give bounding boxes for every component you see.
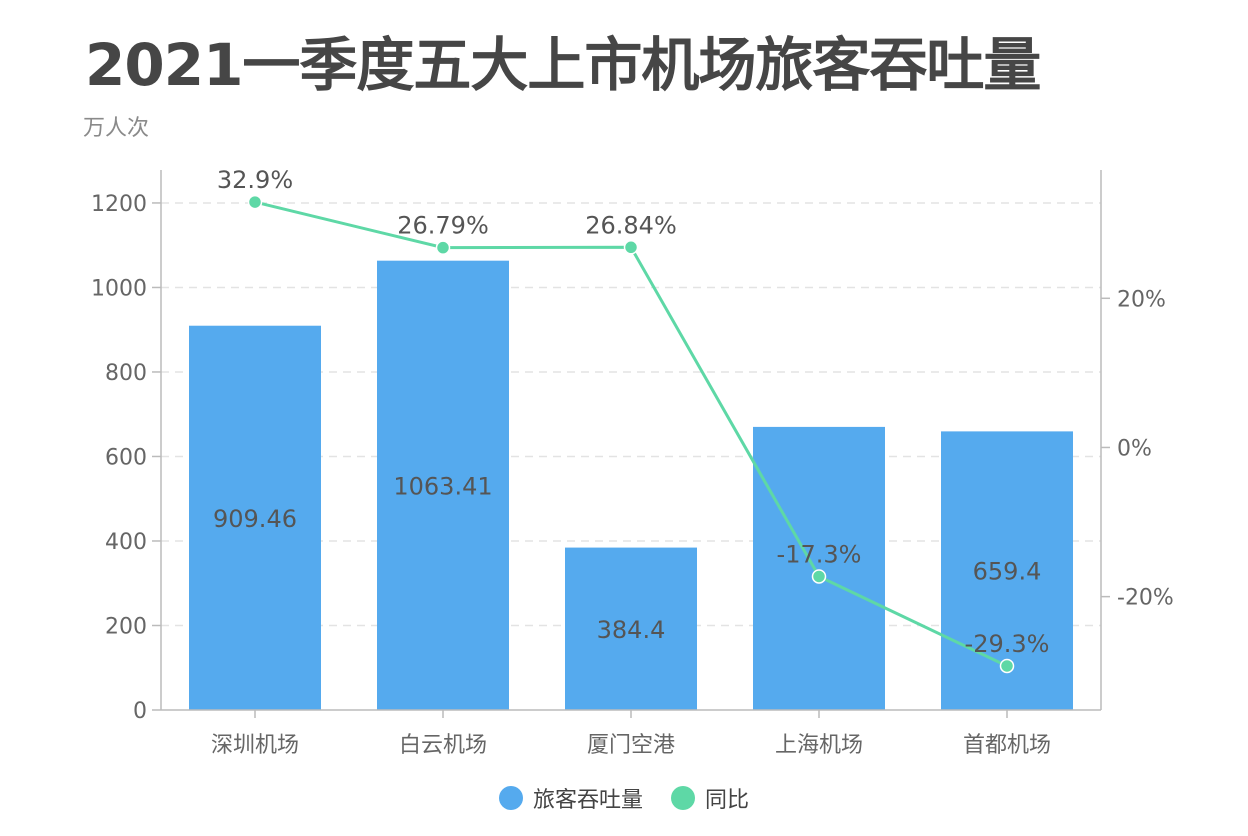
legend-item-yoy[interactable]: 同比 [671, 782, 749, 814]
legend-dot-icon [498, 786, 523, 810]
bar-value-label: 909.46 [213, 505, 297, 533]
yoy-value-label: -29.3% [965, 630, 1050, 658]
y-right-tick-label: -20% [1117, 586, 1174, 611]
y-left-tick-label: 400 [105, 530, 147, 555]
yoy-point [247, 194, 263, 210]
x-tick-label: 深圳机场 [211, 733, 299, 758]
x-tick-label: 上海机场 [775, 733, 863, 758]
x-tick-label: 白云机场 [399, 733, 487, 758]
y-right-tick-label: 0% [1117, 436, 1152, 461]
y-left-tick-label: 200 [105, 614, 147, 639]
bar [753, 426, 885, 710]
legend: 旅客吞吐量 同比 [0, 782, 1248, 814]
legend-label: 旅客吞吐量 [532, 788, 643, 813]
yoy-value-label: 26.84% [585, 211, 677, 239]
yoy-value-label: 32.9% [217, 166, 293, 194]
x-tick-label: 首都机场 [963, 733, 1051, 758]
bar-value-label: 384.4 [597, 616, 666, 644]
y-left-tick-label: 0 [133, 699, 147, 724]
y-right-tick-label: 20% [1117, 287, 1166, 312]
bar [377, 260, 509, 710]
legend-item-throughput[interactable]: 旅客吞吐量 [498, 782, 643, 814]
yoy-point [999, 658, 1015, 674]
yoy-point [623, 240, 639, 255]
bar [565, 547, 697, 710]
chart-title: 2021一季度五大上市机场旅客吞吐量 [85, 31, 1041, 99]
legend-dot-icon [671, 786, 695, 810]
yoy-value-label: -17.3% [777, 540, 862, 568]
y-left-tick-label: 600 [105, 445, 147, 470]
y-left-tick-label: 1200 [91, 192, 147, 217]
yoy-value-label: 26.79% [397, 212, 489, 240]
bar [189, 325, 321, 710]
y-left-tick-label: 1000 [91, 276, 147, 301]
bar-value-label: 1063.41 [393, 472, 492, 500]
y-left-tick-label: 800 [105, 361, 147, 386]
yoy-point [811, 569, 827, 584]
bar-value-label: 659.4 [973, 558, 1042, 586]
legend-label: 同比 [705, 788, 750, 813]
yoy-point [435, 240, 451, 255]
chart-subtitle: 万人次 [83, 116, 150, 141]
x-tick-label: 厦门空港 [587, 733, 675, 758]
